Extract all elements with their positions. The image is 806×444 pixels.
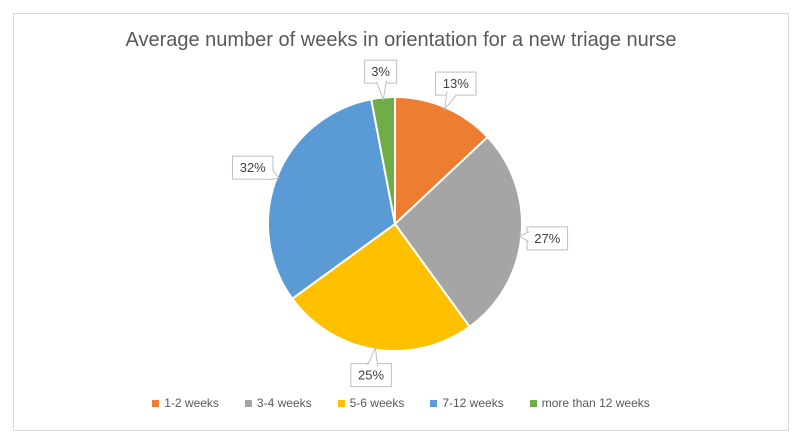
legend-item-5-6-weeks[interactable]: 5-6 weeks: [337, 396, 405, 410]
legend-label: 3-4 weeks: [256, 396, 312, 410]
callout-box: [231, 155, 274, 180]
callout-tail: [367, 345, 379, 367]
legend-label: 1-2 weeks: [164, 396, 219, 410]
callout-tail: [443, 91, 457, 111]
data-label-text: 13%: [443, 76, 469, 91]
data-label-callout-1-2-weeks[interactable]: 13%: [435, 71, 477, 111]
callout-tail: [518, 231, 530, 243]
legend-item-more-than-12-weeks[interactable]: more than 12 weeks: [529, 396, 650, 410]
legend-marker-icon: [529, 399, 537, 407]
chart-frame[interactable]: Average number of weeks in orientation f…: [13, 13, 789, 431]
data-label-text: 32%: [240, 160, 266, 175]
legend-label: 5-6 weeks: [349, 396, 405, 410]
data-label-text: 25%: [358, 368, 384, 383]
callout-tail: [376, 80, 387, 102]
data-label-text: 27%: [534, 231, 560, 246]
data-label-callout-5-6-weeks[interactable]: 25%: [350, 345, 392, 388]
legend-marker-icon: [337, 399, 345, 407]
legend-item-1-2-weeks[interactable]: 1-2 weeks: [152, 396, 219, 410]
legend-label: more than 12 weeks: [541, 396, 650, 410]
chart-legend: 1-2 weeks 3-4 weeks 5-6 weeks 7-12 weeks mor…: [14, 396, 788, 410]
callout-tail: [269, 170, 280, 181]
data-label-callout-3-4-weeks[interactable]: 27%: [518, 226, 569, 251]
data-label-text: 3%: [371, 64, 390, 79]
legend-item-7-12-weeks[interactable]: 7-12 weeks: [430, 396, 504, 410]
legend-marker-icon: [152, 399, 160, 407]
chart-title[interactable]: Average number of weeks in orientation f…: [125, 29, 677, 51]
legend-marker-icon: [244, 399, 252, 407]
legend-item-3-4-weeks[interactable]: 3-4 weeks: [244, 396, 312, 410]
legend-marker-icon: [430, 399, 438, 407]
data-label-callout-more-than-12-weeks[interactable]: 3%: [364, 59, 398, 102]
legend-label: 7-12 weeks: [442, 396, 504, 410]
data-label-callout-7-12-weeks[interactable]: 32%: [231, 155, 280, 181]
pie-chart: 13% 27% 25% 32% 3%: [231, 59, 569, 388]
